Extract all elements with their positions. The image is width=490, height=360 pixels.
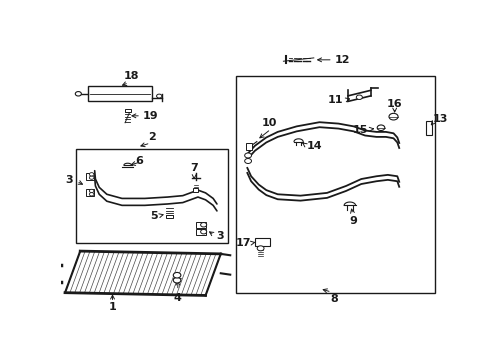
Text: 6: 6 (135, 156, 143, 166)
Bar (166, 215, 173, 219)
Bar (255, 238, 270, 246)
Text: 1: 1 (109, 302, 117, 312)
Bar (246, 143, 252, 150)
Bar (426, 121, 432, 135)
Text: 19: 19 (143, 111, 159, 121)
Bar (196, 222, 206, 228)
Circle shape (89, 173, 94, 176)
Circle shape (356, 95, 363, 99)
Bar (86, 189, 94, 197)
Text: 18: 18 (124, 71, 139, 81)
Text: 9: 9 (350, 216, 358, 226)
Bar (86, 173, 94, 180)
Circle shape (200, 229, 207, 234)
Text: 5: 5 (150, 211, 158, 221)
Circle shape (89, 176, 94, 179)
Circle shape (389, 113, 398, 120)
Bar (196, 229, 206, 235)
Circle shape (377, 125, 385, 131)
Text: 7: 7 (190, 163, 198, 174)
Circle shape (75, 91, 81, 96)
Circle shape (257, 246, 264, 251)
Circle shape (89, 193, 94, 196)
Text: 15: 15 (353, 125, 368, 135)
Bar (76, 149, 228, 243)
Bar (193, 188, 198, 192)
Text: 13: 13 (433, 114, 448, 125)
Circle shape (157, 94, 162, 98)
Circle shape (173, 273, 181, 278)
Circle shape (200, 222, 207, 227)
Text: 2: 2 (148, 132, 156, 141)
Text: 11: 11 (327, 95, 343, 105)
Bar (236, 76, 435, 293)
Circle shape (245, 153, 251, 158)
Text: 3: 3 (216, 231, 224, 241)
Text: 14: 14 (306, 141, 322, 151)
Bar (124, 109, 131, 112)
Circle shape (173, 278, 181, 283)
Text: 10: 10 (262, 118, 277, 128)
Circle shape (245, 158, 251, 163)
Text: 3: 3 (66, 175, 74, 185)
Text: 4: 4 (174, 293, 182, 303)
Circle shape (89, 189, 94, 193)
Text: 16: 16 (387, 99, 402, 109)
Text: 8: 8 (331, 294, 339, 304)
Bar (88, 86, 152, 102)
Text: 17: 17 (236, 238, 251, 248)
Text: 12: 12 (335, 55, 350, 65)
